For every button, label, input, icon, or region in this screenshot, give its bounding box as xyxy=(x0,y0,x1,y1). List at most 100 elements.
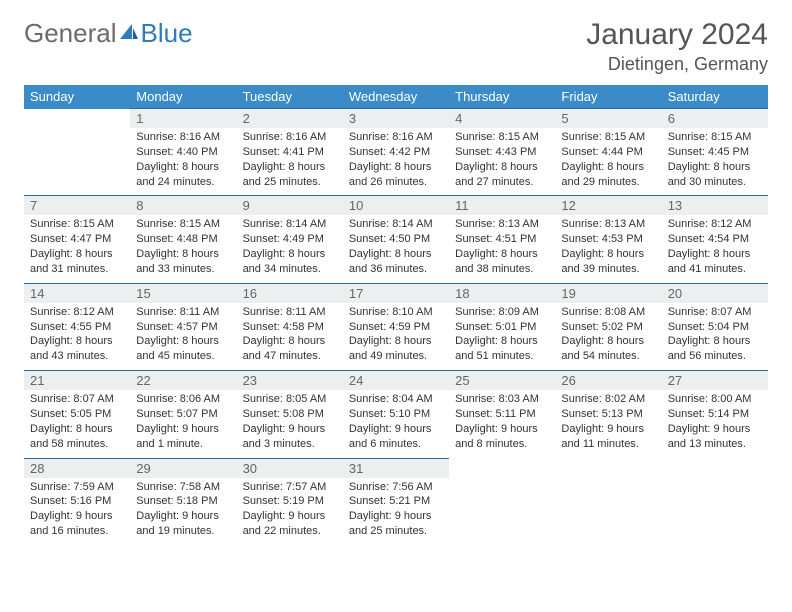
calendar-cell: 4Sunrise: 8:15 AMSunset: 4:43 PMDaylight… xyxy=(449,109,555,196)
day-number: 18 xyxy=(449,284,555,303)
weekday-heading: Thursday xyxy=(449,85,555,109)
day-number: 16 xyxy=(237,284,343,303)
day-number: 3 xyxy=(343,109,449,128)
calendar-cell: 27Sunrise: 8:00 AMSunset: 5:14 PMDayligh… xyxy=(662,371,768,458)
day-details: Sunrise: 8:16 AMSunset: 4:42 PMDaylight:… xyxy=(343,128,449,189)
calendar-cell: 26Sunrise: 8:02 AMSunset: 5:13 PMDayligh… xyxy=(555,371,661,458)
calendar-cell xyxy=(555,458,661,545)
day-details: Sunrise: 8:02 AMSunset: 5:13 PMDaylight:… xyxy=(555,390,661,451)
day-number: 7 xyxy=(24,196,130,215)
day-details: Sunrise: 8:03 AMSunset: 5:11 PMDaylight:… xyxy=(449,390,555,451)
day-number: 26 xyxy=(555,371,661,390)
day-details: Sunrise: 8:06 AMSunset: 5:07 PMDaylight:… xyxy=(130,390,236,451)
day-details: Sunrise: 8:11 AMSunset: 4:58 PMDaylight:… xyxy=(237,303,343,364)
day-number: 23 xyxy=(237,371,343,390)
calendar-cell: 16Sunrise: 8:11 AMSunset: 4:58 PMDayligh… xyxy=(237,283,343,370)
day-number: 14 xyxy=(24,284,130,303)
day-number: 2 xyxy=(237,109,343,128)
calendar-cell: 8Sunrise: 8:15 AMSunset: 4:48 PMDaylight… xyxy=(130,196,236,283)
day-details: Sunrise: 8:15 AMSunset: 4:44 PMDaylight:… xyxy=(555,128,661,189)
day-details: Sunrise: 8:09 AMSunset: 5:01 PMDaylight:… xyxy=(449,303,555,364)
calendar-row: 21Sunrise: 8:07 AMSunset: 5:05 PMDayligh… xyxy=(24,371,768,458)
day-number: 19 xyxy=(555,284,661,303)
calendar-cell: 18Sunrise: 8:09 AMSunset: 5:01 PMDayligh… xyxy=(449,283,555,370)
day-details: Sunrise: 8:15 AMSunset: 4:43 PMDaylight:… xyxy=(449,128,555,189)
calendar-cell xyxy=(24,109,130,196)
day-details: Sunrise: 8:04 AMSunset: 5:10 PMDaylight:… xyxy=(343,390,449,451)
day-details: Sunrise: 7:59 AMSunset: 5:16 PMDaylight:… xyxy=(24,478,130,539)
calendar-row: 7Sunrise: 8:15 AMSunset: 4:47 PMDaylight… xyxy=(24,196,768,283)
weekday-heading: Monday xyxy=(130,85,236,109)
header: General Blue January 2024 Dietingen, Ger… xyxy=(24,18,768,75)
calendar-cell: 1Sunrise: 8:16 AMSunset: 4:40 PMDaylight… xyxy=(130,109,236,196)
day-number: 27 xyxy=(662,371,768,390)
day-details: Sunrise: 8:05 AMSunset: 5:08 PMDaylight:… xyxy=(237,390,343,451)
day-number: 15 xyxy=(130,284,236,303)
day-number: 5 xyxy=(555,109,661,128)
day-details: Sunrise: 8:08 AMSunset: 5:02 PMDaylight:… xyxy=(555,303,661,364)
calendar-cell: 6Sunrise: 8:15 AMSunset: 4:45 PMDaylight… xyxy=(662,109,768,196)
weekday-heading: Saturday xyxy=(662,85,768,109)
calendar-cell: 29Sunrise: 7:58 AMSunset: 5:18 PMDayligh… xyxy=(130,458,236,545)
location-subtitle: Dietingen, Germany xyxy=(586,54,768,75)
day-details: Sunrise: 7:58 AMSunset: 5:18 PMDaylight:… xyxy=(130,478,236,539)
calendar-cell: 21Sunrise: 8:07 AMSunset: 5:05 PMDayligh… xyxy=(24,371,130,458)
day-number: 12 xyxy=(555,196,661,215)
calendar-cell: 28Sunrise: 7:59 AMSunset: 5:16 PMDayligh… xyxy=(24,458,130,545)
day-number: 10 xyxy=(343,196,449,215)
weekday-heading: Tuesday xyxy=(237,85,343,109)
brand-logo: General Blue xyxy=(24,18,193,49)
day-details: Sunrise: 8:13 AMSunset: 4:53 PMDaylight:… xyxy=(555,215,661,276)
day-details: Sunrise: 8:13 AMSunset: 4:51 PMDaylight:… xyxy=(449,215,555,276)
calendar-cell xyxy=(662,458,768,545)
calendar-cell xyxy=(449,458,555,545)
day-number: 21 xyxy=(24,371,130,390)
day-details: Sunrise: 8:15 AMSunset: 4:48 PMDaylight:… xyxy=(130,215,236,276)
day-number: 22 xyxy=(130,371,236,390)
calendar-cell: 15Sunrise: 8:11 AMSunset: 4:57 PMDayligh… xyxy=(130,283,236,370)
day-number: 1 xyxy=(130,109,236,128)
calendar-cell: 11Sunrise: 8:13 AMSunset: 4:51 PMDayligh… xyxy=(449,196,555,283)
weekday-header: Sunday Monday Tuesday Wednesday Thursday… xyxy=(24,85,768,109)
calendar-cell: 3Sunrise: 8:16 AMSunset: 4:42 PMDaylight… xyxy=(343,109,449,196)
calendar-cell: 25Sunrise: 8:03 AMSunset: 5:11 PMDayligh… xyxy=(449,371,555,458)
day-details: Sunrise: 8:00 AMSunset: 5:14 PMDaylight:… xyxy=(662,390,768,451)
day-number: 11 xyxy=(449,196,555,215)
calendar-cell: 9Sunrise: 8:14 AMSunset: 4:49 PMDaylight… xyxy=(237,196,343,283)
day-number: 29 xyxy=(130,459,236,478)
calendar-cell: 24Sunrise: 8:04 AMSunset: 5:10 PMDayligh… xyxy=(343,371,449,458)
day-details: Sunrise: 8:11 AMSunset: 4:57 PMDaylight:… xyxy=(130,303,236,364)
calendar-cell: 17Sunrise: 8:10 AMSunset: 4:59 PMDayligh… xyxy=(343,283,449,370)
calendar-row: 14Sunrise: 8:12 AMSunset: 4:55 PMDayligh… xyxy=(24,283,768,370)
day-details: Sunrise: 8:15 AMSunset: 4:47 PMDaylight:… xyxy=(24,215,130,276)
brand-part2: Blue xyxy=(141,18,193,49)
day-number: 8 xyxy=(130,196,236,215)
brand-part1: General xyxy=(24,18,117,49)
day-details: Sunrise: 8:12 AMSunset: 4:54 PMDaylight:… xyxy=(662,215,768,276)
calendar-row: 28Sunrise: 7:59 AMSunset: 5:16 PMDayligh… xyxy=(24,458,768,545)
calendar-cell: 20Sunrise: 8:07 AMSunset: 5:04 PMDayligh… xyxy=(662,283,768,370)
day-details: Sunrise: 8:12 AMSunset: 4:55 PMDaylight:… xyxy=(24,303,130,364)
calendar-cell: 31Sunrise: 7:56 AMSunset: 5:21 PMDayligh… xyxy=(343,458,449,545)
calendar-page: General Blue January 2024 Dietingen, Ger… xyxy=(0,0,792,563)
day-details: Sunrise: 8:15 AMSunset: 4:45 PMDaylight:… xyxy=(662,128,768,189)
day-details: Sunrise: 8:14 AMSunset: 4:50 PMDaylight:… xyxy=(343,215,449,276)
weekday-heading: Sunday xyxy=(24,85,130,109)
day-details: Sunrise: 8:16 AMSunset: 4:41 PMDaylight:… xyxy=(237,128,343,189)
day-details: Sunrise: 8:16 AMSunset: 4:40 PMDaylight:… xyxy=(130,128,236,189)
sail-icon xyxy=(118,18,140,49)
calendar-table: Sunday Monday Tuesday Wednesday Thursday… xyxy=(24,85,768,545)
day-number: 28 xyxy=(24,459,130,478)
weekday-heading: Wednesday xyxy=(343,85,449,109)
calendar-cell: 7Sunrise: 8:15 AMSunset: 4:47 PMDaylight… xyxy=(24,196,130,283)
day-number: 31 xyxy=(343,459,449,478)
calendar-cell: 2Sunrise: 8:16 AMSunset: 4:41 PMDaylight… xyxy=(237,109,343,196)
day-number: 30 xyxy=(237,459,343,478)
day-details: Sunrise: 8:14 AMSunset: 4:49 PMDaylight:… xyxy=(237,215,343,276)
day-number: 20 xyxy=(662,284,768,303)
day-details: Sunrise: 8:07 AMSunset: 5:04 PMDaylight:… xyxy=(662,303,768,364)
day-number: 17 xyxy=(343,284,449,303)
day-number: 6 xyxy=(662,109,768,128)
calendar-cell: 10Sunrise: 8:14 AMSunset: 4:50 PMDayligh… xyxy=(343,196,449,283)
calendar-cell: 19Sunrise: 8:08 AMSunset: 5:02 PMDayligh… xyxy=(555,283,661,370)
